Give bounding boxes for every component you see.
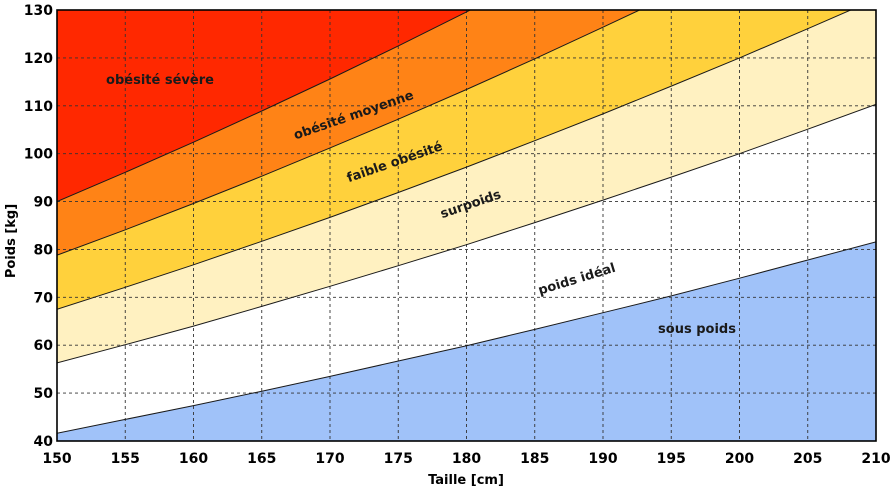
boundary-line-1 [57,103,876,364]
x-tick-label: 180 [452,451,481,467]
x-tick-label: 175 [384,451,413,467]
x-axis-label: Taille [cm] [428,473,504,488]
zone-area-4 [57,10,640,256]
y-tick-label: 100 [24,147,53,163]
y-tick-labels: 40 50 60 70 80 90 100 110 120 130 [24,3,53,450]
x-tick-label: 205 [793,451,822,467]
x-tick-label: 210 [861,451,890,467]
boundary-line-2 [57,10,852,310]
y-axis-label: Poids [kg] [4,204,19,278]
zone-label-obesite-severe: obésité sévère [106,73,214,88]
boundary-lines [57,10,876,434]
x-tick-label: 160 [179,451,208,467]
zone-label-sous-poids: sous poids [658,322,736,337]
y-tick-label: 40 [34,434,54,450]
y-tick-label: 130 [24,3,53,19]
x-tick-label: 190 [588,451,617,467]
x-tick-label: 155 [111,451,140,467]
y-tick-label: 90 [34,195,54,211]
x-tick-label: 185 [520,451,549,467]
x-tick-label: 150 [42,451,71,467]
y-tick-label: 50 [34,386,54,402]
x-tick-label: 200 [725,451,754,467]
x-tick-label: 165 [247,451,276,467]
y-tick-label: 120 [24,51,53,67]
x-tick-label: 170 [315,451,344,467]
boundary-line-0 [57,241,876,434]
plot-frame [56,9,877,442]
zone-area-0 [57,241,876,441]
x-tick-label: 195 [657,451,686,467]
y-tick-label: 80 [34,242,54,258]
boundary-line-3 [57,10,641,256]
x-tick-labels: 150 155 160 165 170 175 180 185 190 195 200 205 210 [42,451,890,467]
y-tick-label: 70 [34,290,54,306]
y-tick-label: 60 [34,338,54,354]
boundary-line-4 [57,10,472,203]
y-tick-label: 110 [24,99,53,115]
zone-area-3 [57,10,851,310]
